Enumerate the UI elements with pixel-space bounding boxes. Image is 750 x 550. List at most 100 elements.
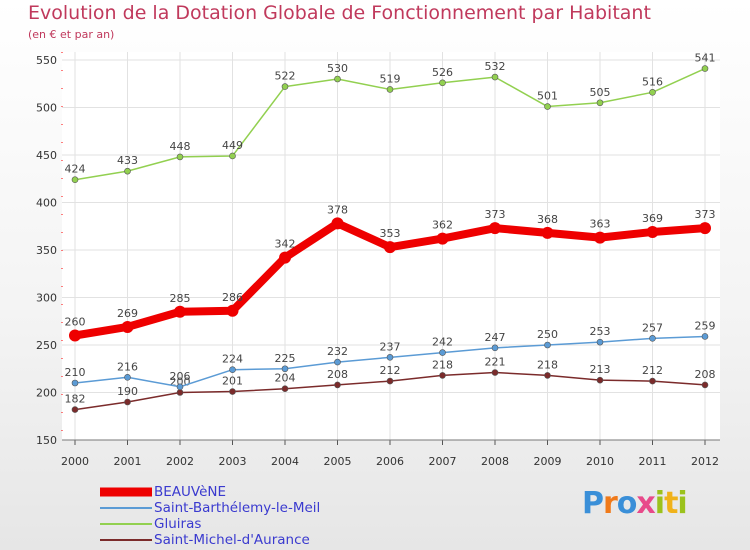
data-label: 363 [590, 218, 611, 231]
data-point [386, 377, 394, 385]
x-tick-label: 2001 [114, 455, 142, 468]
data-label: 342 [275, 238, 296, 251]
data-label: 218 [537, 358, 558, 371]
chart-subtitle: (en € et par an) [28, 28, 115, 41]
x-tick-label: 2012 [691, 455, 719, 468]
legend-swatch-beauvene [100, 487, 152, 497]
data-label: 501 [537, 90, 558, 103]
data-point [176, 153, 184, 161]
data-label: 221 [485, 356, 506, 369]
data-point [701, 65, 709, 72]
data-point [594, 231, 606, 244]
data-point [279, 251, 291, 264]
data-label: 448 [170, 140, 191, 153]
data-label: 368 [537, 213, 558, 226]
data-label: 237 [380, 340, 401, 353]
data-label: 373 [695, 208, 716, 221]
data-point [71, 406, 79, 413]
data-point [334, 381, 341, 389]
data-label: 216 [117, 360, 138, 373]
data-point [281, 385, 289, 393]
legend-label-saint-michel: Saint-Michel-d'Aurance [154, 532, 310, 548]
legend-item-beauvene[interactable]: BEAUVèNE [100, 484, 320, 500]
data-point [489, 222, 501, 235]
data-label: 225 [275, 352, 296, 365]
data-label: 530 [327, 62, 348, 75]
data-label: 190 [117, 385, 138, 398]
data-point [71, 379, 79, 387]
x-tick-label: 2005 [324, 455, 352, 468]
y-tick-label: 550 [36, 54, 57, 67]
legend-swatch-gluiras [100, 523, 152, 525]
x-tick-label: 2000 [61, 455, 89, 468]
data-point [541, 226, 554, 239]
data-label: 424 [65, 163, 86, 176]
data-point [649, 335, 656, 342]
logo-letter: x [636, 486, 655, 521]
data-point [596, 338, 604, 346]
data-point [229, 366, 236, 374]
data-point [491, 369, 499, 376]
legend-item-saint-michel[interactable]: Saint-Michel-d'Aurance [100, 532, 320, 548]
data-point [701, 381, 709, 389]
data-point [436, 232, 449, 245]
data-point [124, 398, 131, 406]
data-label: 369 [642, 212, 663, 225]
data-point [439, 79, 446, 87]
data-point [701, 333, 709, 340]
data-label: 519 [380, 72, 401, 85]
data-point [69, 329, 81, 342]
data-point [334, 75, 341, 83]
y-tick-label: 500 [36, 102, 57, 115]
data-point [229, 152, 236, 160]
data-label: 541 [695, 52, 716, 65]
legend-item-gluiras[interactable]: Gluiras [100, 516, 320, 532]
logo-letter: P [582, 486, 604, 521]
data-point [596, 99, 604, 107]
data-label: 286 [222, 291, 243, 304]
data-point [439, 349, 446, 356]
data-point [544, 372, 551, 379]
data-label: 242 [432, 336, 453, 349]
data-label: 232 [327, 345, 348, 358]
x-tick-label: 2009 [534, 455, 562, 468]
logo-letter: i [654, 486, 665, 521]
data-label: 505 [590, 86, 611, 99]
logo-letter: o [616, 486, 638, 521]
data-label: 182 [65, 393, 86, 406]
data-point [386, 354, 394, 361]
data-label: 253 [590, 325, 611, 338]
data-label: 218 [432, 358, 453, 371]
data-label: 208 [327, 368, 348, 381]
x-tick-label: 2006 [376, 455, 404, 468]
legend-label-gluiras: Gluiras [154, 516, 202, 532]
data-label: 373 [485, 208, 506, 221]
data-label: 433 [117, 154, 138, 167]
legend-item-saint-barthelemy[interactable]: Saint-Barthélemy-le-Meil [100, 500, 320, 516]
data-label: 516 [642, 75, 663, 88]
data-label: 204 [275, 372, 296, 385]
data-point [124, 373, 131, 381]
data-label: 201 [222, 375, 243, 388]
x-tick-label: 2011 [639, 455, 667, 468]
data-point [229, 388, 236, 395]
x-tick-label: 2002 [166, 455, 194, 468]
y-tick-label: 350 [36, 244, 57, 257]
data-label: 353 [380, 227, 401, 240]
data-label: 213 [590, 363, 611, 376]
data-label: 378 [327, 203, 348, 216]
data-point [491, 73, 499, 81]
data-point [121, 320, 134, 333]
data-label: 532 [485, 60, 506, 73]
data-point [544, 341, 551, 349]
proxiti-logo: Proxiti [582, 486, 688, 521]
data-label: 260 [65, 316, 86, 329]
data-point [386, 86, 394, 93]
data-label: 212 [380, 364, 401, 377]
data-point [699, 222, 711, 235]
data-point [174, 305, 186, 318]
data-label: 224 [222, 353, 243, 366]
legend: BEAUVèNE Saint-Barthélemy-le-Meil Gluira… [100, 484, 320, 548]
data-point [334, 358, 341, 366]
